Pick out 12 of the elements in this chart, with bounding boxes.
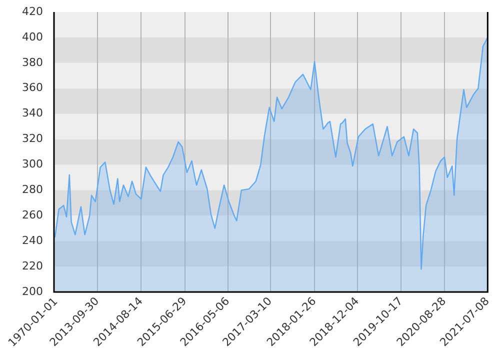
y-tick-label: 400 (22, 30, 43, 44)
y-tick-label: 320 (22, 132, 43, 146)
y-tick-label: 220 (22, 259, 43, 272)
y-tick-label: 380 (22, 56, 43, 69)
y-tick-label: 420 (22, 4, 43, 18)
y-tick-label: 340 (22, 106, 43, 120)
y-tick-label: 280 (22, 183, 43, 196)
y-tick-label: 260 (22, 208, 43, 222)
y-tick-label: 300 (22, 158, 43, 171)
y-tick-label: 200 (22, 284, 43, 298)
y-tick-label: 360 (22, 81, 43, 94)
y-tick-label: 240 (22, 234, 43, 247)
